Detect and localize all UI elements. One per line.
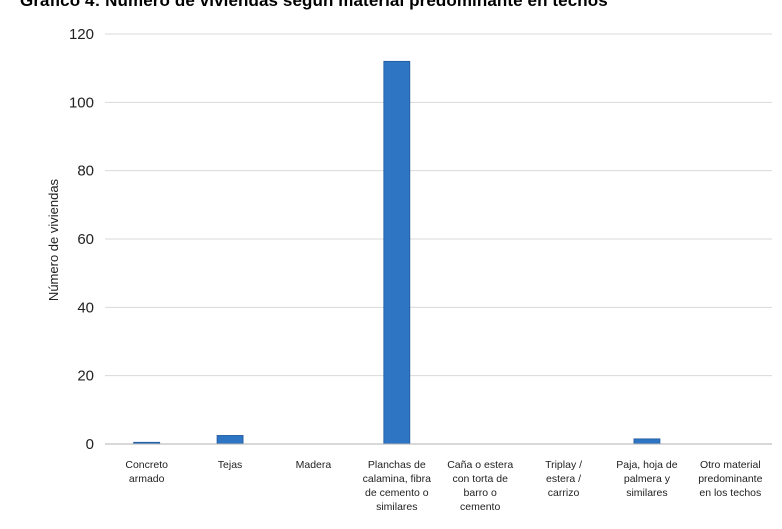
- x-category-label: Caña o estera con torta de barro o cemento: [447, 459, 513, 513]
- x-category-label: Paja, hoja de palmera y similares: [616, 459, 677, 499]
- x-category-label-line: calamina, fibra: [363, 473, 431, 485]
- x-category-label-line: similares: [376, 501, 417, 513]
- x-category-label-line: Tejas: [218, 459, 243, 471]
- x-category-label-line: cemento: [460, 501, 500, 513]
- x-category-label-line: Triplay /: [545, 459, 582, 471]
- chart-title: Gráfico 4: Número de viviendas según mat…: [20, 0, 608, 10]
- y-tick-label: 80: [77, 163, 94, 180]
- x-category-label: Otro material predominante en los techos: [698, 459, 762, 499]
- bar: [633, 438, 661, 445]
- x-category-label: Madera: [296, 459, 332, 471]
- bars: [133, 60, 661, 445]
- x-category-label-line: Madera: [296, 459, 332, 471]
- x-category-label-line: Concreto: [125, 459, 168, 471]
- gridlines: [105, 33, 772, 377]
- bar: [383, 60, 411, 445]
- x-category-label-line: de cemento o: [365, 487, 429, 499]
- x-category-label-line: armado: [129, 473, 165, 485]
- x-category-label-line: Paja, hoja de: [616, 459, 677, 471]
- y-axis-title: Número de viviendas: [46, 178, 61, 301]
- y-tick-label: 20: [77, 368, 94, 385]
- x-category-label-line: predominante: [698, 473, 762, 485]
- x-category-label-line: estera /: [546, 473, 581, 485]
- x-category-label-line: similares: [626, 487, 667, 499]
- x-category-label: Concreto armado: [125, 459, 168, 485]
- x-category-label: Tejas: [218, 459, 243, 471]
- y-tick-label: 100: [69, 94, 94, 111]
- x-category-label-line: Otro material: [700, 459, 761, 471]
- x-category-label: Planchas de calamina, fibra de cemento o si…: [363, 459, 431, 513]
- x-category-label-line: palmera y: [624, 473, 671, 485]
- bar: [216, 435, 244, 445]
- x-category-label-line: con torta de: [452, 473, 508, 485]
- x-category-label-line: en los techos: [699, 487, 761, 499]
- x-category-label-line: carrizo: [548, 487, 580, 499]
- x-category-label: Triplay / estera / carrizo: [545, 459, 582, 499]
- y-tick-label: 120: [69, 26, 94, 43]
- x-category-label-line: Caña o estera: [447, 459, 513, 471]
- y-tick-label: 60: [77, 231, 94, 248]
- x-category-label-line: barro o: [464, 487, 497, 499]
- y-tick-label: 40: [77, 299, 94, 316]
- y-tick-label: 0: [86, 436, 94, 453]
- x-category-label-line: Planchas de: [368, 459, 426, 471]
- labels: 0 20 40 60 80 100 120 Concreto armado Tejas Madera…: [69, 26, 763, 513]
